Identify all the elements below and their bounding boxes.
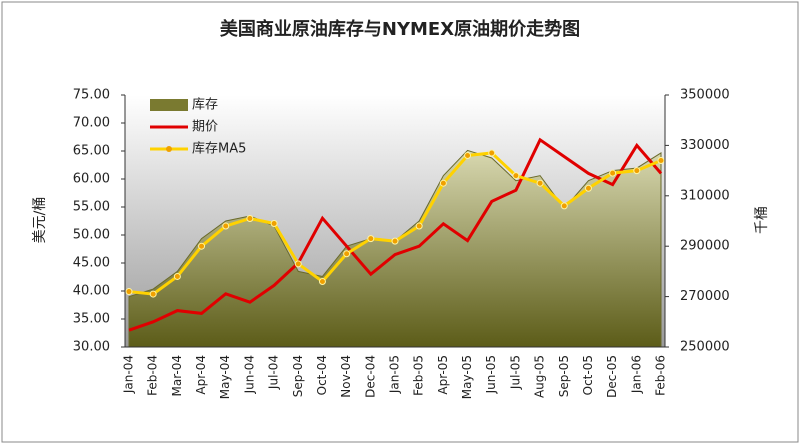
y-tick-label: 60.00 (73, 172, 110, 187)
marker (536, 179, 544, 187)
marker (343, 250, 351, 258)
y-tick-label: 40.00 (73, 284, 110, 299)
marker (246, 214, 254, 222)
x-tick-label: Jan-06 (629, 355, 643, 394)
marker (367, 235, 375, 243)
y2-tick-label: 250000 (680, 340, 730, 355)
x-tick-label: Apr-05 (436, 355, 450, 395)
marker (270, 220, 278, 228)
x-tick-label: Jul-04 (267, 355, 281, 390)
x-tick-label: Jan-05 (388, 355, 402, 394)
y2-tick-label: 310000 (680, 188, 730, 203)
y-tick-label: 50.00 (73, 228, 110, 243)
x-tick-label: Mar-04 (170, 355, 184, 396)
marker (198, 242, 206, 250)
marker (391, 237, 399, 245)
marker (657, 157, 665, 165)
marker (584, 184, 592, 192)
marker (609, 169, 617, 177)
marker (415, 222, 423, 230)
x-tick-label: Aug-05 (533, 355, 547, 398)
marker (512, 172, 520, 180)
marker (488, 149, 496, 157)
marker (464, 151, 472, 159)
y2-tick-label: 330000 (680, 138, 730, 153)
marker (560, 202, 568, 210)
y2-tick-label: 290000 (680, 239, 730, 254)
x-tick-label: Dec-04 (363, 355, 377, 398)
x-tick-label: Jul-05 (508, 355, 522, 390)
x-tick-label: Jun-04 (242, 355, 256, 394)
marker (318, 277, 326, 285)
x-tick-label: Sep-04 (291, 355, 305, 397)
legend-label: 库存MA5 (192, 141, 246, 157)
x-tick-label: Oct-05 (581, 355, 595, 395)
y-axis-label: 美元/桶 (32, 197, 48, 244)
marker (149, 290, 157, 298)
y-tick-label: 55.00 (73, 200, 110, 215)
line (128, 137, 663, 332)
y2-tick-label: 350000 (680, 88, 730, 103)
x-tick-label: Oct-04 (315, 355, 329, 395)
y2-tick-label: 270000 (680, 289, 730, 304)
x-tick-label: Feb-06 (654, 355, 668, 396)
legend-label: 期价 (192, 120, 218, 135)
y2-axis-label: 千桶 (754, 206, 770, 234)
marker (633, 167, 641, 175)
x-tick-label: Dec-05 (605, 355, 619, 398)
area (128, 149, 662, 348)
x-tick-label: May-04 (218, 355, 232, 399)
marker (173, 272, 181, 280)
legend-swatch (150, 99, 188, 111)
y-tick-label: 70.00 (73, 116, 110, 131)
x-tick-label: Apr-04 (194, 355, 208, 395)
chart-title: 美国商业原油库存与NYMEX原油期价走势图 (220, 18, 580, 40)
y-tick-label: 65.00 (73, 144, 110, 159)
x-tick-label: Nov-04 (339, 355, 353, 398)
marker (222, 222, 230, 230)
x-tick-label: May-05 (460, 355, 474, 399)
legend-marker (166, 146, 172, 152)
marker (439, 179, 447, 187)
x-tick-label: Jan-04 (122, 355, 136, 394)
x-tick-label: Feb-05 (412, 355, 426, 396)
y-tick-label: 35.00 (73, 312, 110, 327)
y-tick-label: 30.00 (73, 340, 110, 355)
x-tick-label: Jun-05 (484, 355, 498, 394)
marker (125, 288, 133, 296)
legend-label: 库存 (192, 97, 218, 113)
marker (294, 260, 302, 268)
x-tick-label: Feb-04 (146, 355, 160, 396)
y-tick-label: 75.00 (73, 88, 110, 103)
y-tick-label: 45.00 (73, 256, 110, 271)
x-tick-label: Sep-05 (557, 355, 571, 397)
